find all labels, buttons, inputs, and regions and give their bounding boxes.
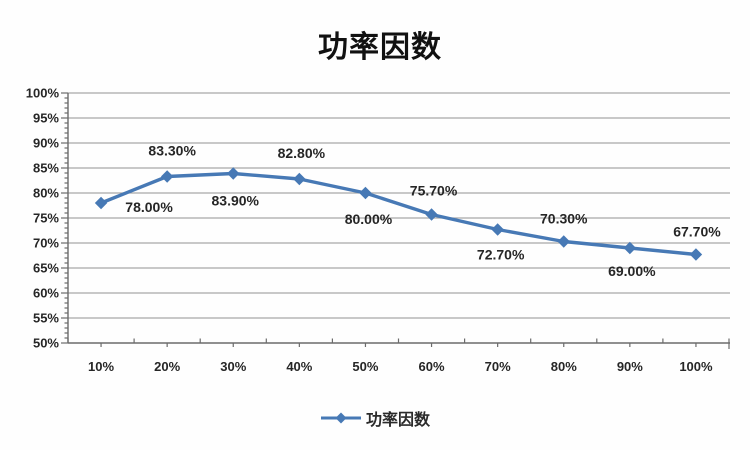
y-tick-label: 85%: [33, 161, 59, 176]
x-tick-label: 50%: [352, 359, 378, 374]
x-tick-label: 80%: [551, 359, 577, 374]
y-tick-label: 65%: [33, 261, 59, 276]
data-label: 67.70%: [673, 224, 721, 240]
data-point-marker: [689, 248, 703, 261]
y-tick-label: 70%: [33, 236, 59, 251]
data-point-marker: [160, 170, 174, 183]
series-line: [99, 171, 698, 257]
legend-label: 功率因数: [365, 412, 430, 429]
y-tick-label: 100%: [26, 86, 60, 101]
x-tick-label: 10%: [88, 359, 114, 374]
data-point-marker: [293, 172, 306, 186]
data-label: 83.90%: [212, 193, 260, 209]
x-tick-label: 70%: [485, 359, 511, 374]
data-point-marker: [227, 167, 240, 180]
data-label: 75.70%: [410, 183, 458, 199]
data-point-marker: [425, 208, 438, 221]
x-tick-label: 100%: [679, 359, 713, 374]
y-tick-label: 80%: [33, 186, 59, 201]
data-point-marker: [491, 223, 504, 236]
legend: 功率因数: [0, 405, 750, 431]
x-tick-label: 30%: [220, 359, 246, 374]
data-point-marker: [359, 186, 372, 200]
y-tick-label: 90%: [33, 136, 59, 151]
y-tick-label: 75%: [33, 211, 59, 226]
data-label: 83.30%: [148, 143, 196, 159]
x-tick-label: 20%: [154, 359, 180, 374]
x-tick-label: 40%: [286, 359, 312, 374]
data-label: 69.00%: [608, 263, 656, 279]
y-tick-label: 60%: [33, 286, 59, 301]
data-point-marker: [557, 235, 570, 248]
legend-line-marker-icon: [320, 412, 361, 424]
data-label: 82.80%: [278, 145, 326, 161]
y-tick-label: 55%: [33, 311, 59, 326]
data-point-marker: [623, 241, 637, 255]
data-label: 80.00%: [345, 211, 393, 227]
y-tick-label: 50%: [33, 336, 59, 351]
data-point-marker: [94, 196, 108, 210]
chart-title: 功率因数: [318, 30, 442, 65]
data-label: 78.00%: [125, 199, 173, 215]
x-tick-label: 90%: [617, 359, 643, 374]
data-label: 70.30%: [540, 211, 588, 227]
x-tick-label: 60%: [419, 359, 445, 374]
y-tick-label: 95%: [33, 111, 59, 126]
data-label: 72.70%: [477, 247, 525, 263]
